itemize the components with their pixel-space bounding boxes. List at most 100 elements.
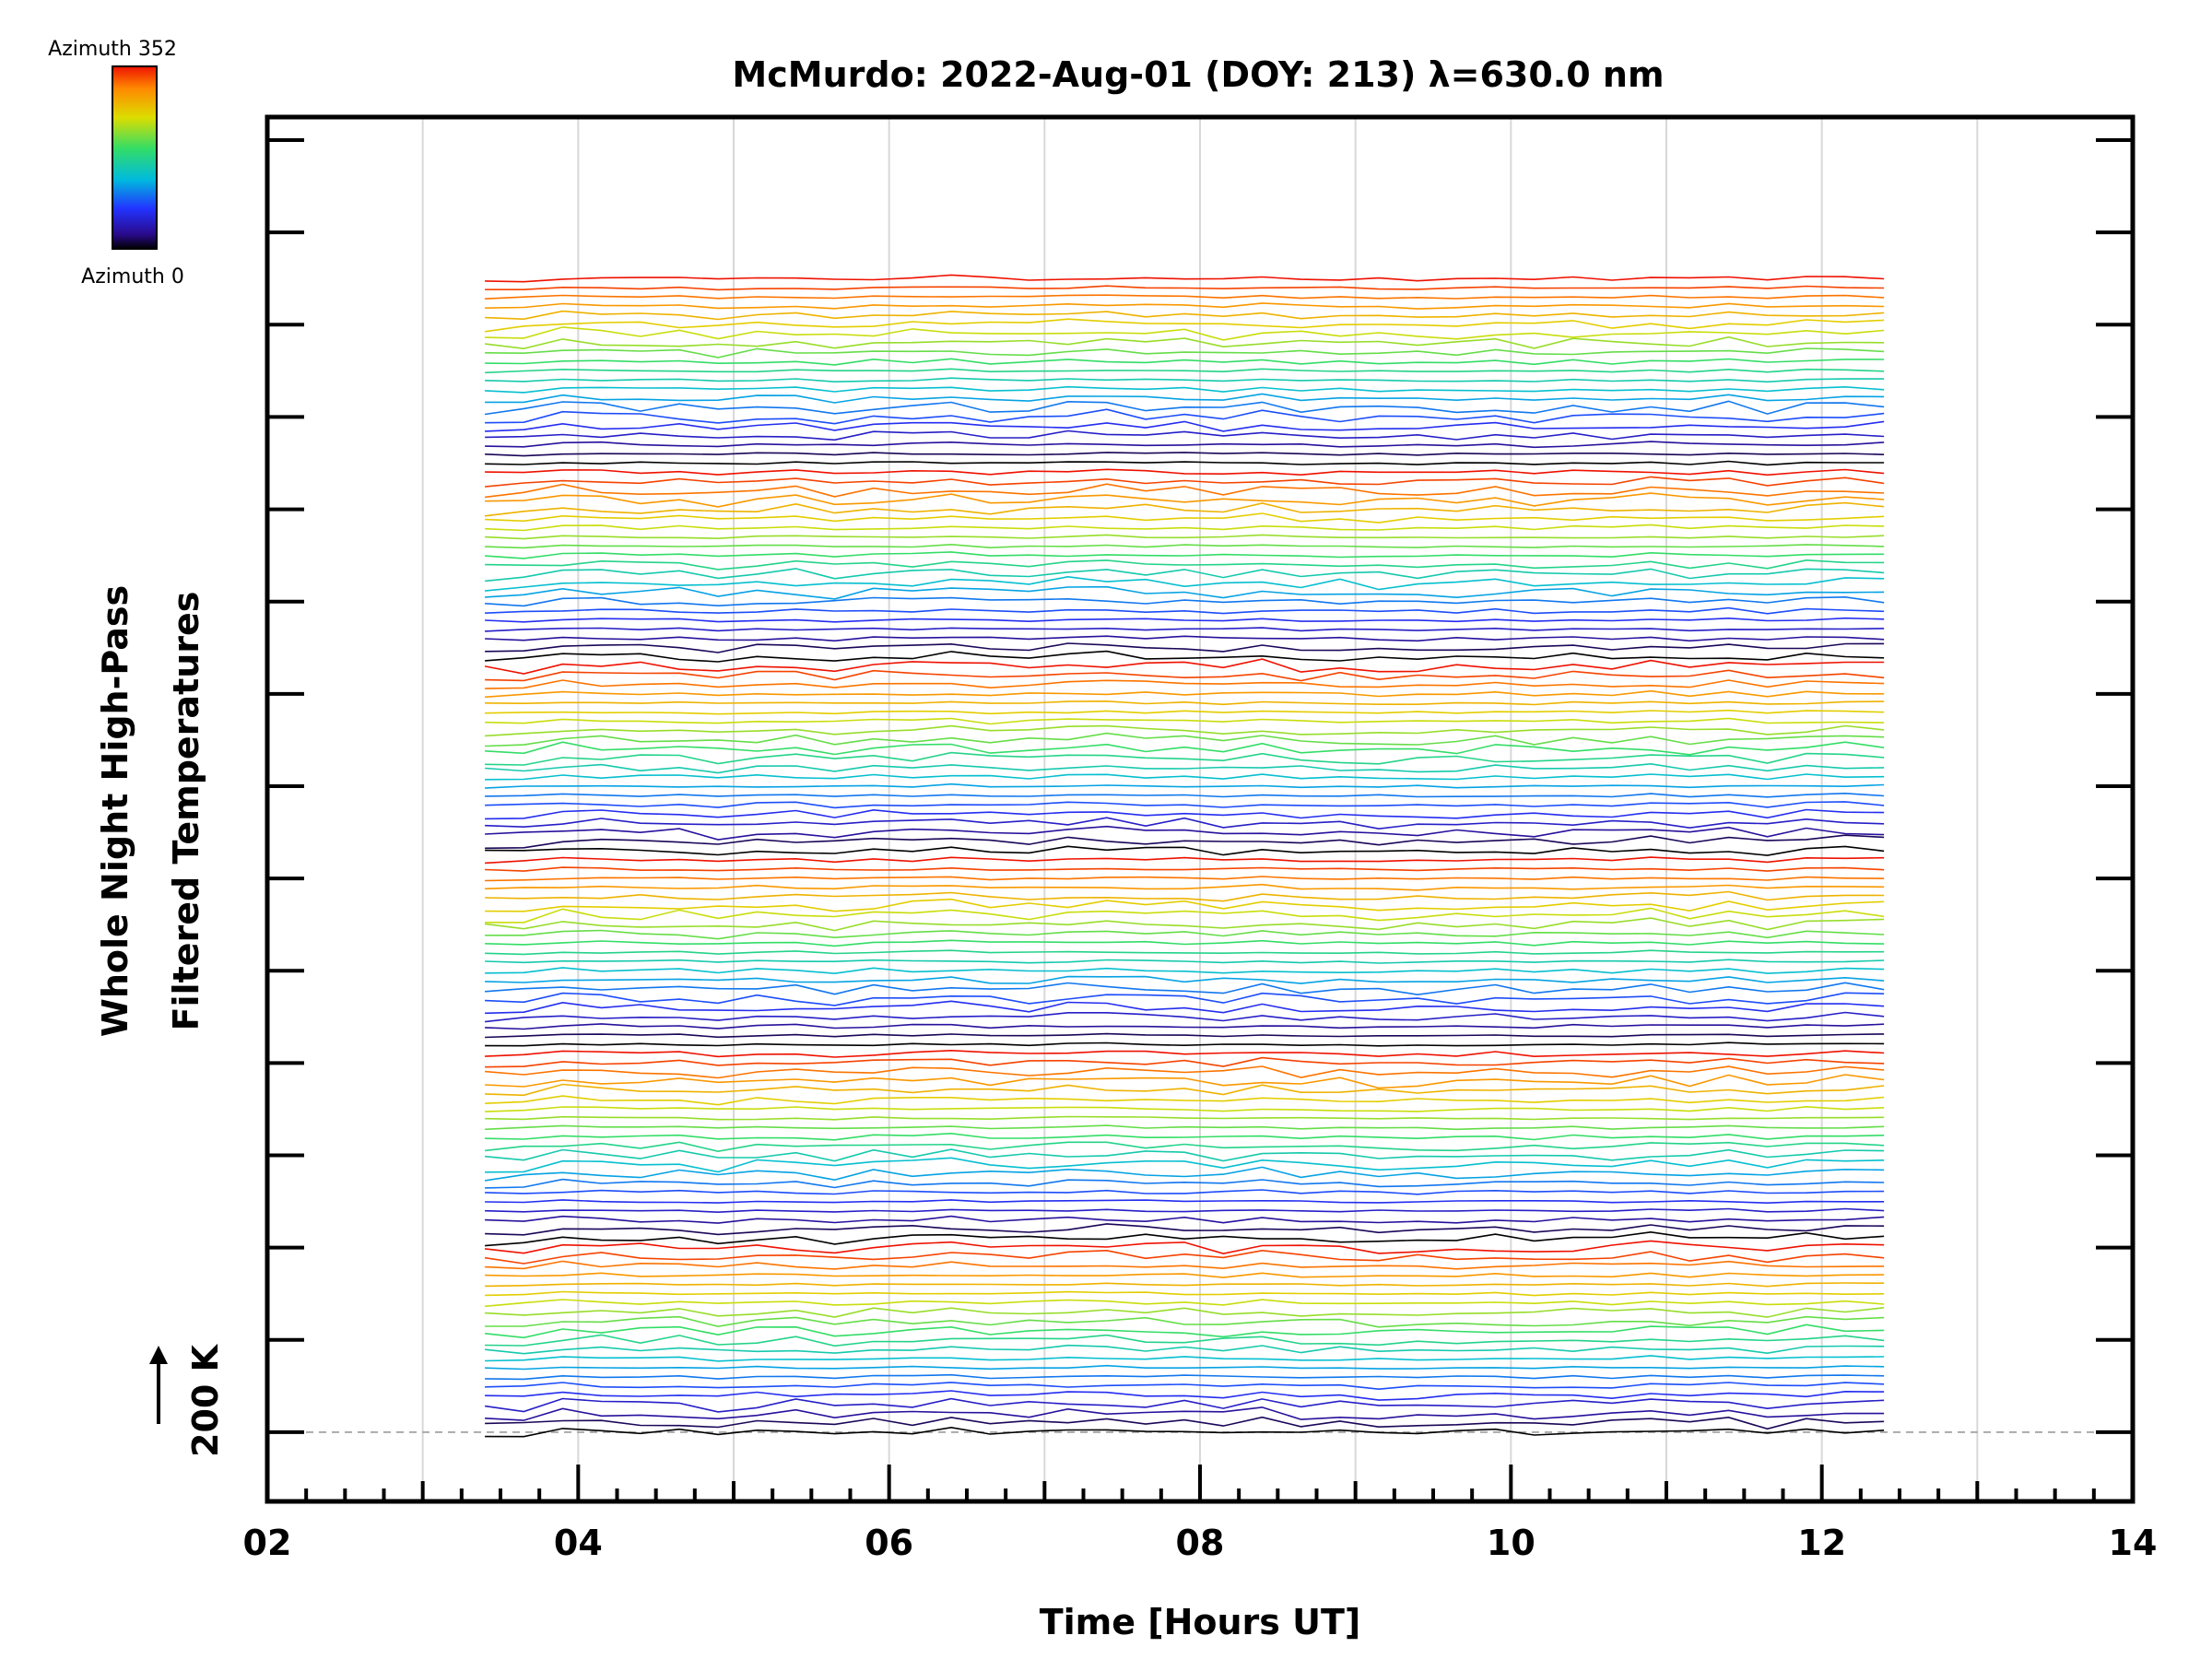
x-axis-label: Time [Hours UT]	[1040, 1602, 1361, 1642]
trace-line	[484, 318, 1885, 333]
trace-line	[485, 294, 1885, 300]
trace-line	[485, 627, 1885, 632]
colorbar-top-label: Azimuth 352	[48, 38, 177, 61]
trace-line	[485, 310, 1885, 321]
trace-line	[485, 512, 1885, 524]
x-tick-label: 02	[243, 1523, 292, 1563]
trace-line	[485, 1065, 1885, 1079]
trace-line	[485, 808, 1885, 820]
trace-line	[485, 377, 1885, 383]
trace-line	[485, 975, 1885, 984]
trace-line	[485, 939, 1885, 947]
trace-line	[485, 1074, 1885, 1089]
trace-line	[485, 1199, 1885, 1205]
trace-line	[485, 724, 1885, 737]
trace-line	[485, 825, 1885, 841]
trace-line	[485, 1148, 1885, 1162]
trace-line	[485, 751, 1885, 766]
trace-line	[485, 441, 1885, 449]
trace-line	[485, 1426, 1885, 1438]
trace-line	[485, 1260, 1885, 1270]
trace-line	[485, 1056, 1885, 1068]
x-tick-label: 06	[865, 1523, 913, 1563]
trace-line	[485, 967, 1885, 975]
trace-line	[485, 1157, 1885, 1173]
trace-line	[485, 285, 1885, 291]
trace-line	[485, 1189, 1885, 1195]
trace-line	[485, 898, 1885, 912]
trace-line	[485, 585, 1885, 600]
trace-line	[485, 642, 1885, 653]
trace-line	[485, 817, 1885, 830]
trace-line	[485, 393, 1885, 404]
trace-line	[485, 1416, 1885, 1430]
trace-line	[484, 1166, 1885, 1182]
trace-line	[484, 658, 1885, 675]
trace-line	[485, 1023, 1885, 1030]
trace-line	[485, 762, 1885, 774]
trace-line	[485, 773, 1885, 781]
scale-label: 200 K	[185, 1343, 226, 1457]
x-tick-label: 10	[1487, 1523, 1535, 1563]
trace-line	[485, 1049, 1885, 1058]
trace-line	[485, 429, 1885, 441]
trace-line	[485, 501, 1885, 517]
trace-line	[485, 982, 1885, 996]
trace-line	[485, 385, 1885, 394]
trace-line	[485, 949, 1885, 956]
trace-line	[485, 732, 1885, 747]
trace-line	[485, 492, 1885, 508]
y-axis-label-line1: Whole Night High-Pass	[95, 585, 135, 1037]
trace-line	[485, 1282, 1885, 1288]
trace-line	[485, 274, 1885, 283]
x-tick-label: 08	[1176, 1523, 1225, 1563]
trace-line	[485, 420, 1885, 432]
trace-line	[485, 1132, 1885, 1141]
trace-line	[485, 792, 1885, 798]
trace-line	[485, 1382, 1885, 1391]
trace-line	[485, 1290, 1885, 1297]
trace-line	[485, 741, 1885, 756]
trace-line	[485, 302, 1885, 310]
trace-line	[485, 468, 1885, 477]
trace-line	[485, 559, 1885, 571]
trace-line	[485, 1230, 1885, 1247]
trace-line	[485, 595, 1885, 607]
trace-line	[485, 689, 1885, 699]
trace-line	[484, 400, 1885, 416]
trace-line	[484, 1249, 1885, 1265]
trace-line	[485, 1324, 1885, 1339]
trace-line	[485, 460, 1885, 466]
trace-line	[485, 876, 1885, 882]
trace-line	[485, 1083, 1885, 1097]
scale-arrow	[149, 1346, 168, 1424]
trace-line	[485, 1115, 1885, 1121]
trace-line	[485, 1032, 1885, 1039]
trace-line	[485, 335, 1885, 350]
y-ticks	[267, 138, 2133, 1434]
trace-line	[485, 1207, 1885, 1214]
trace-line	[485, 992, 1885, 1006]
trace-line	[485, 1011, 1885, 1023]
trace-line	[485, 801, 1885, 809]
trace-line	[485, 1000, 1885, 1015]
trace-line	[485, 650, 1885, 663]
grid	[421, 117, 1979, 1501]
trace-line	[485, 883, 1885, 891]
trace-line	[485, 575, 1885, 592]
traces	[484, 274, 1885, 1438]
trace-line	[485, 1041, 1885, 1047]
trace-line	[485, 669, 1885, 682]
trace-line	[485, 1124, 1885, 1131]
trace-line	[485, 700, 1885, 706]
trace-line	[485, 543, 1885, 549]
trace-line	[485, 524, 1885, 532]
trace-line	[485, 1307, 1885, 1318]
trace-line	[485, 1215, 1885, 1224]
x-tick-label: 14	[2109, 1523, 2158, 1563]
trace-line	[485, 890, 1885, 902]
trace-line	[485, 1344, 1885, 1355]
trace-line	[485, 476, 1885, 488]
trace-line	[485, 1390, 1885, 1401]
colorbar	[112, 65, 158, 250]
